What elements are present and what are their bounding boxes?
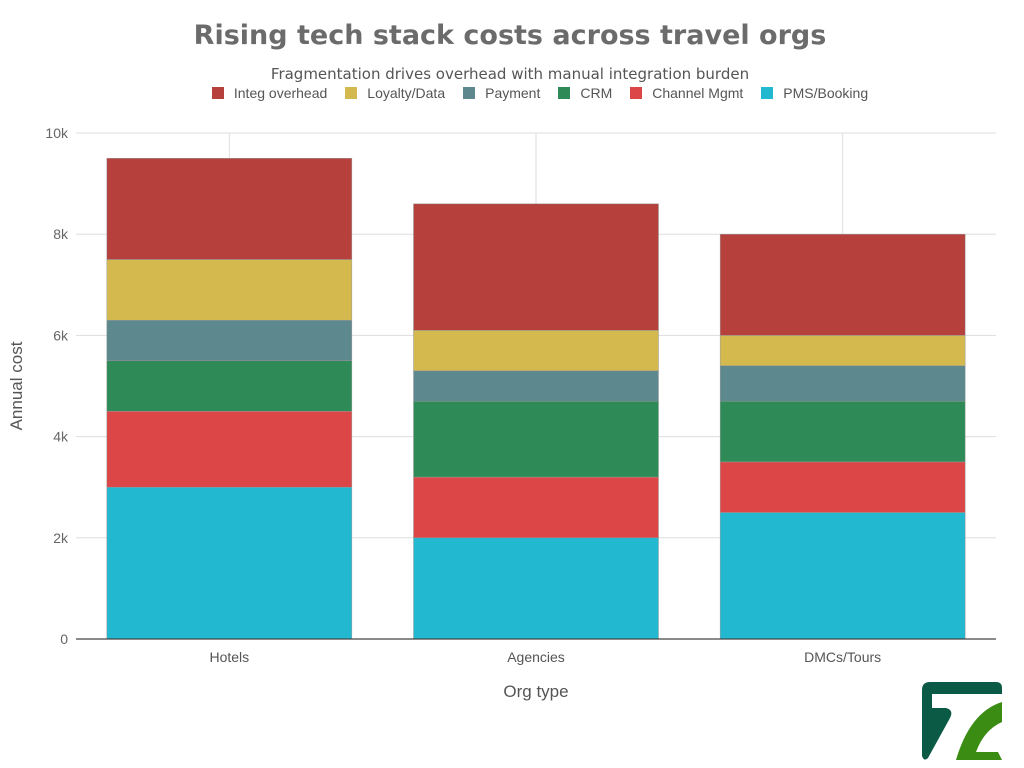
bar-segment <box>106 158 353 260</box>
chart-subtitle: Fragmentation drives overhead with manua… <box>270 65 750 83</box>
bar-segment <box>106 360 353 412</box>
y-tick-label: 0 <box>60 631 68 647</box>
y-tick-label: 4k <box>53 429 69 445</box>
brand-logo <box>922 682 1002 760</box>
legend-label: Payment <box>485 85 541 101</box>
legend-swatch <box>630 87 643 99</box>
legend-item[interactable]: Payment <box>463 85 540 101</box>
bar-segment <box>413 203 659 331</box>
legend-label: Channel Mgmt <box>652 85 744 101</box>
y-tick-label: 2k <box>53 530 69 546</box>
legend-swatch <box>211 87 224 99</box>
legend-swatch <box>761 87 774 99</box>
legend: Integ overhead Loyalty/Data Payment CRM Chan… <box>0 85 1024 101</box>
legend-item[interactable]: CRM <box>558 85 612 101</box>
bar-segment <box>413 537 659 640</box>
bar-segment <box>106 319 353 361</box>
y-axis-title: Annual cost <box>7 341 26 430</box>
legend-item[interactable]: Channel Mgmt <box>630 85 743 101</box>
legend-label: Loyalty/Data <box>367 85 446 101</box>
bar-segment <box>413 400 659 478</box>
legend-label: PMS/Booking <box>783 85 869 101</box>
bar-segment <box>413 476 659 539</box>
x-tick-label: DMCs/Tours <box>804 649 881 665</box>
legend-item[interactable]: Integ overhead <box>211 85 328 101</box>
legend-label: Integ overhead <box>233 85 328 101</box>
legend-item[interactable]: Loyalty/Data <box>345 85 445 101</box>
bar-segment <box>106 259 353 321</box>
legend-item[interactable]: PMS/Booking <box>761 85 868 101</box>
bar-segment <box>719 461 966 513</box>
legend-swatch <box>558 87 571 99</box>
x-tick-label: Hotels <box>209 649 249 665</box>
x-axis-title: Org type <box>503 682 568 701</box>
bar-segment <box>719 365 966 402</box>
logo-dark-shape <box>922 682 1002 760</box>
bar-segment <box>719 233 966 336</box>
x-tick-label: Agencies <box>507 649 565 665</box>
logo-green-shape <box>956 702 1002 760</box>
y-tick-label: 8k <box>53 226 69 242</box>
bar-segment <box>106 486 353 640</box>
legend-swatch <box>463 87 476 99</box>
y-tick-label: 10k <box>45 125 69 141</box>
legend-label: CRM <box>580 85 613 101</box>
legend-swatch <box>345 87 358 99</box>
bar-segment <box>106 411 353 488</box>
bar-segment <box>719 335 966 367</box>
y-tick-label: 6k <box>53 327 69 343</box>
bar-segment <box>719 512 966 640</box>
bar-segment <box>413 370 659 402</box>
bar-segment <box>719 400 966 463</box>
bar-segment <box>413 330 659 372</box>
chart-title: Rising tech stack costs across travel or… <box>193 20 827 51</box>
